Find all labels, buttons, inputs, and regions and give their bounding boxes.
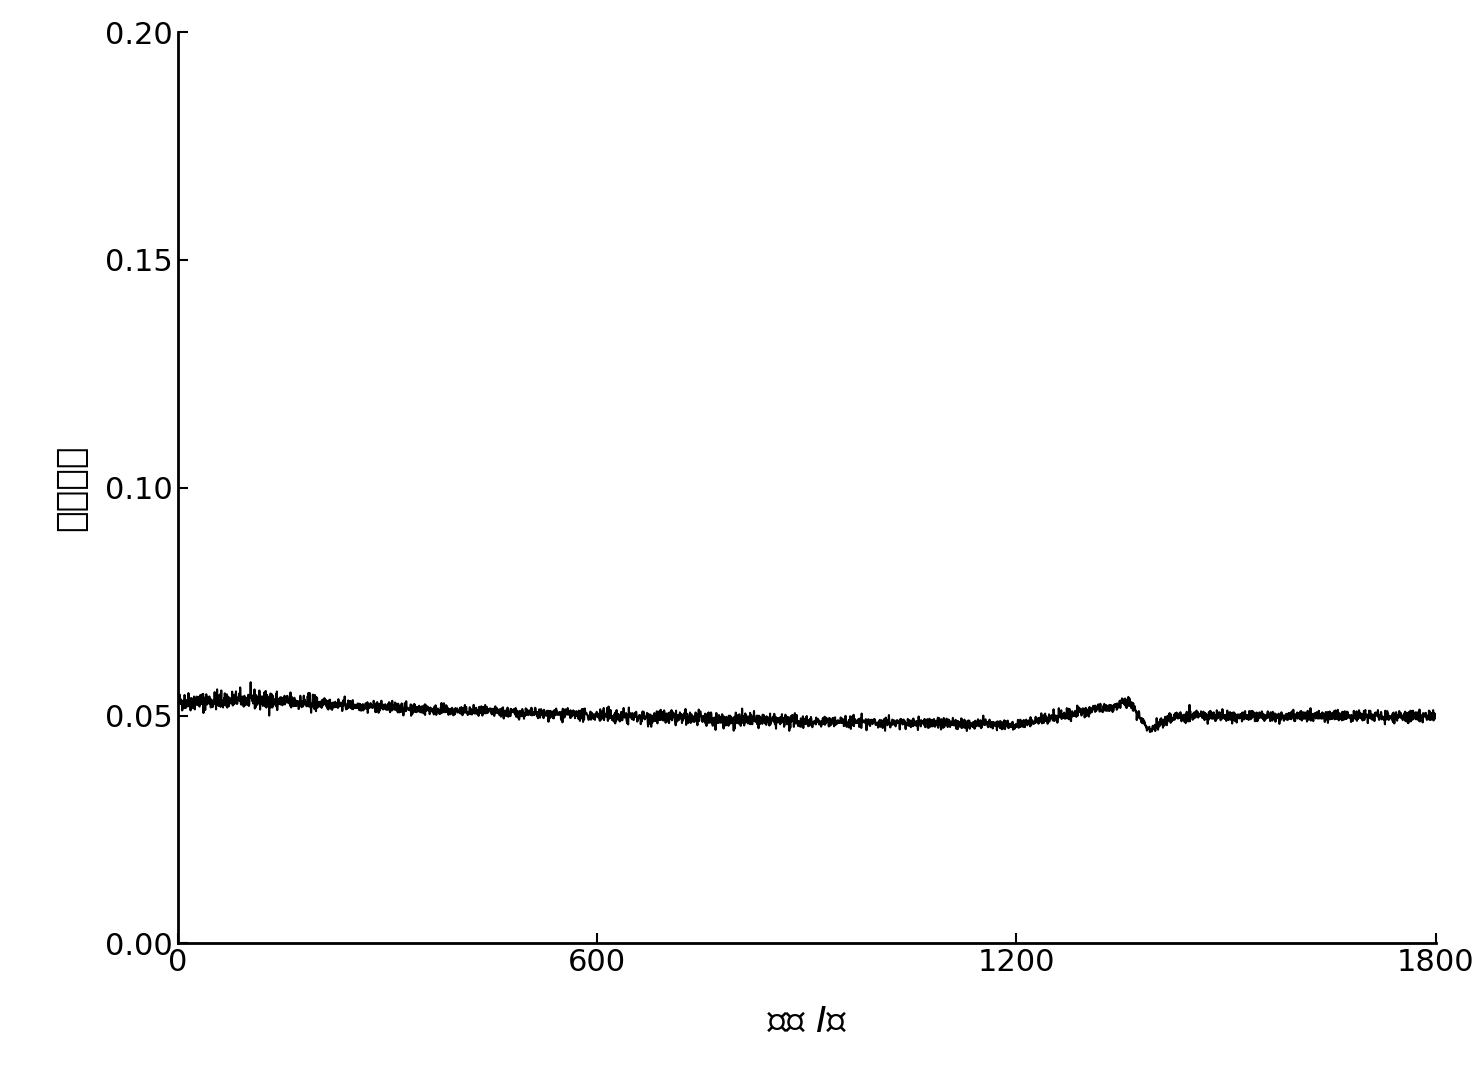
X-axis label: 时间 $\it{I}$秒: 时间 $\it{I}$秒 — [767, 1004, 847, 1039]
Y-axis label: 摩擦系数: 摩擦系数 — [55, 445, 89, 531]
